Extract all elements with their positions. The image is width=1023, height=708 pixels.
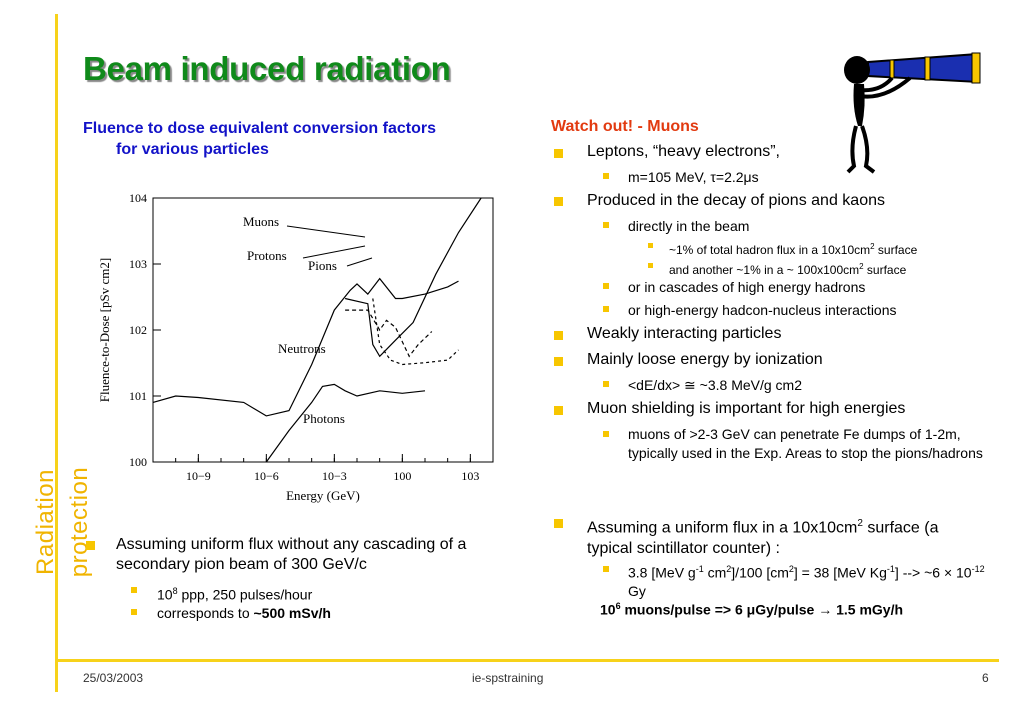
bullet-marker (554, 197, 563, 206)
right-bullet-4: Mainly loose energy by ionization (587, 351, 823, 368)
bullet-marker (603, 173, 609, 179)
left-sub-bullet-1: 108 ppp, 250 pulses/hour (157, 586, 313, 603)
x-tick-label: 10−9 (186, 469, 211, 483)
bullet-marker (86, 541, 95, 550)
chart-caption: Fluence to dose equivalent conversion fa… (83, 118, 523, 160)
right-bullet-2-sub3: or high-energy hadcon-nucleus interactio… (628, 302, 897, 318)
bullet-marker (131, 609, 137, 615)
left-sub-bullet-2: corresponds to ~500 mSv/h (157, 603, 331, 623)
fluence-chart: 10−9 10−6 10−3 100 103 100 101 102 103 104 Energy … (97, 191, 494, 503)
series-label-muons: Muons (243, 214, 279, 229)
right-bullet-5: Muon shielding is important for high ene… (587, 400, 906, 417)
y-tick-label: 104 (129, 191, 147, 205)
footer-center: ie-spstraining (472, 671, 544, 685)
bullet-marker (603, 222, 609, 228)
bullet-marker (603, 283, 609, 289)
vertical-divider (55, 14, 58, 692)
bullet-marker (554, 357, 563, 366)
bullet-marker (554, 406, 563, 415)
chart-caption-line1: Fluence to dose equivalent conversion fa… (83, 120, 436, 137)
right-bullet-1: Leptons, “heavy electrons”, (587, 143, 780, 160)
series-label-photons: Photons (303, 411, 345, 426)
bullet-marker (603, 431, 609, 437)
bullet-marker (603, 306, 609, 312)
series-neutrons (152, 277, 459, 417)
x-tick-label: 10−6 (254, 469, 279, 483)
right-bullet-2: Produced in the decay of pions and kaons (587, 192, 885, 209)
arrow-muons (286, 225, 366, 238)
right-bullet-3: Weakly interacting particles (587, 325, 782, 342)
telescope-figure-illustration (844, 52, 981, 174)
series-photons (265, 383, 426, 463)
bullet-marker (554, 331, 563, 340)
right-bullet-2-sub1-b: and another ~1% in a ~ 100x100cm2 surfac… (669, 262, 907, 277)
right-bullet-1-sub: m=105 MeV, τ=2.2μs (628, 169, 759, 185)
bullet-marker (131, 587, 137, 593)
bullet-marker (603, 381, 609, 387)
page-number: 6 (982, 671, 989, 685)
right-bullet-6-sub: 3.8 [MeV g-1 cm2]/100 [cm2] = 38 [MeV Kg… (628, 564, 985, 599)
section-heading: Watch out! - Muons (551, 118, 699, 135)
x-tick-label: 100 (393, 469, 411, 483)
series-protons (345, 309, 433, 358)
right-bullet-2-sub1-a: ~1% of total hadron flux in a 10x10cm2 s… (669, 242, 918, 257)
y-tick-label: 103 (129, 257, 147, 271)
series-label-pions: Pions (308, 258, 337, 273)
bullet-marker (554, 519, 563, 528)
right-bullet-4-sub: <dE/dx> ≅ ~3.8 MeV/g cm2 (628, 377, 802, 393)
y-axis-label: Fluence-to-Dose [pSv cm2] (97, 258, 112, 402)
series-muons (344, 197, 482, 358)
right-bullet-2-sub1: directly in the beam (628, 218, 750, 234)
series-label-neutrons: Neutrons (278, 341, 326, 356)
y-tick-label: 101 (129, 389, 147, 403)
result-line: 106 muons/pulse => 6 μGy/pulse → 1.5 mGy… (600, 601, 904, 618)
y-tick-label: 102 (129, 323, 147, 337)
chart-caption-line2: for various particles (116, 141, 269, 158)
bullet-marker (648, 263, 653, 268)
series-pions (372, 298, 459, 366)
bullet-marker (648, 243, 653, 248)
dose-rate-value: ~500 mSv/h (253, 605, 331, 621)
left-sub-bullet-2-text: corresponds to (157, 605, 254, 621)
x-tick-label: 10−3 (322, 469, 347, 483)
y-tick-label: 100 (129, 455, 147, 469)
right-bullet-5-sub: muons of >2-3 GeV can penetrate Fe dumps… (628, 426, 983, 461)
bullet-marker (603, 566, 609, 572)
x-tick-label: 103 (461, 469, 479, 483)
side-title: Radiation protection (32, 466, 93, 578)
right-bullet-2-sub2: or in cascades of high energy hadrons (628, 279, 866, 295)
series-label-protons: Protons (247, 248, 287, 263)
slide-title: Beam induced radiation (83, 50, 451, 87)
left-bullet-main: Assuming uniform flux without any cascad… (116, 536, 467, 573)
arrow-protons (302, 245, 366, 259)
arrow-pions (346, 257, 373, 267)
footer-divider (55, 659, 999, 662)
bullet-marker (554, 149, 563, 158)
right-bullet-6: Assuming a uniform flux in a 10x10cm2 su… (587, 518, 939, 558)
x-axis-label: Energy (GeV) (286, 488, 360, 503)
footer-date: 25/03/2003 (83, 671, 144, 685)
